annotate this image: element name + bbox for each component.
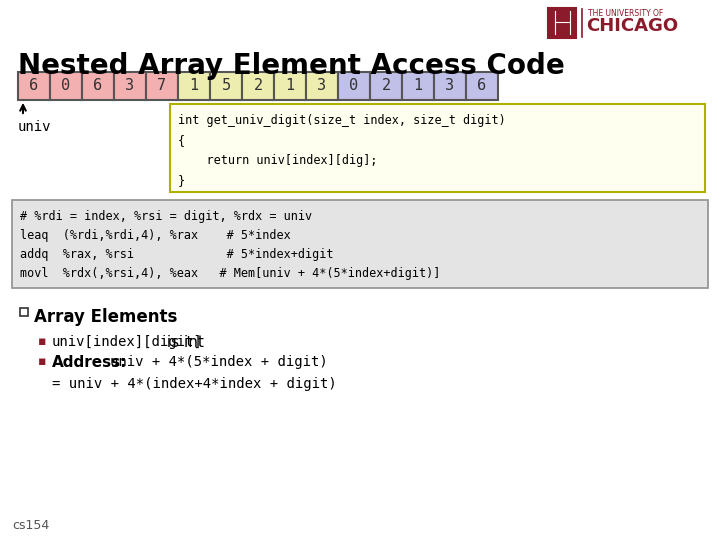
Text: 2: 2 xyxy=(382,78,390,93)
Text: univ[index][digit]: univ[index][digit] xyxy=(52,335,203,349)
Text: return univ[index][dig];: return univ[index][dig]; xyxy=(178,154,377,167)
Text: 3: 3 xyxy=(446,78,454,93)
Text: int get_univ_digit(size_t index, size_t digit): int get_univ_digit(size_t index, size_t … xyxy=(178,114,505,127)
Bar xyxy=(210,72,242,100)
Text: cs154: cs154 xyxy=(12,519,49,532)
Text: }: } xyxy=(178,174,185,187)
Bar xyxy=(370,72,402,100)
Text: 6: 6 xyxy=(30,78,39,93)
Text: addq  %rax, %rsi             # 5*index+digit: addq %rax, %rsi # 5*index+digit xyxy=(20,248,333,261)
Text: 1: 1 xyxy=(285,78,294,93)
FancyBboxPatch shape xyxy=(548,8,576,38)
Bar xyxy=(242,72,274,100)
Bar xyxy=(306,72,338,100)
Text: univ + 4*(5*index + digit): univ + 4*(5*index + digit) xyxy=(110,355,328,369)
Text: 1: 1 xyxy=(189,78,199,93)
Bar xyxy=(170,104,705,192)
Text: 2: 2 xyxy=(253,78,263,93)
Text: leaq  (%rdi,%rdi,4), %rax    # 5*index: leaq (%rdi,%rdi,4), %rax # 5*index xyxy=(20,229,291,242)
Text: 6: 6 xyxy=(477,78,487,93)
Text: Array Elements: Array Elements xyxy=(34,308,177,326)
Text: 6: 6 xyxy=(94,78,102,93)
Bar xyxy=(146,72,178,100)
Text: Nested Array Element Access Code: Nested Array Element Access Code xyxy=(18,52,564,80)
Bar xyxy=(402,72,434,100)
Bar xyxy=(12,200,708,288)
Text: {: { xyxy=(178,134,185,147)
Bar xyxy=(178,72,210,100)
Bar xyxy=(338,72,370,100)
Text: Address:: Address: xyxy=(52,355,127,370)
Bar xyxy=(114,72,146,100)
Text: CHICAGO: CHICAGO xyxy=(586,17,678,35)
Text: # %rdi = index, %rsi = digit, %rdx = univ: # %rdi = index, %rsi = digit, %rdx = uni… xyxy=(20,210,312,223)
Text: 3: 3 xyxy=(318,78,327,93)
Bar xyxy=(466,72,498,100)
Bar xyxy=(50,72,82,100)
Bar xyxy=(434,72,466,100)
Text: THE UNIVERSITY OF: THE UNIVERSITY OF xyxy=(588,9,663,18)
Text: univ: univ xyxy=(18,120,52,134)
Text: 0: 0 xyxy=(61,78,71,93)
Text: 0: 0 xyxy=(349,78,359,93)
Bar xyxy=(18,72,50,100)
Bar xyxy=(274,72,306,100)
Text: movl  %rdx(,%rsi,4), %eax   # Mem[univ + 4*(5*index+digit)]: movl %rdx(,%rsi,4), %eax # Mem[univ + 4*… xyxy=(20,267,441,280)
Text: ▪: ▪ xyxy=(38,335,47,348)
Text: 5: 5 xyxy=(222,78,230,93)
Text: 1: 1 xyxy=(413,78,423,93)
Bar xyxy=(82,72,114,100)
Text: 7: 7 xyxy=(158,78,166,93)
Text: 3: 3 xyxy=(125,78,135,93)
Text: = univ + 4*(index+4*index + digit): = univ + 4*(index+4*index + digit) xyxy=(52,377,337,391)
Text: is int: is int xyxy=(162,335,204,350)
Text: ▪: ▪ xyxy=(38,355,47,368)
Bar xyxy=(20,308,28,316)
